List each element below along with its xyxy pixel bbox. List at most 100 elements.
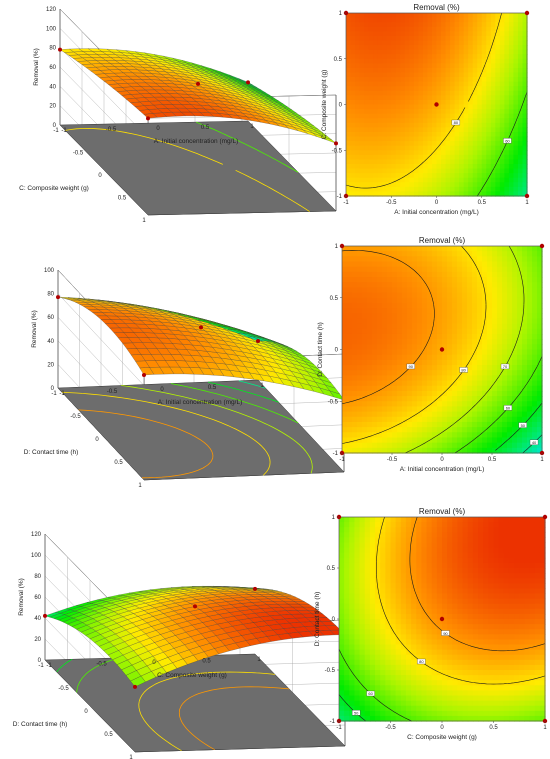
contour-label-box bbox=[366, 690, 375, 697]
z-tick-label: 20 bbox=[47, 362, 54, 368]
x-tick-label: -1 bbox=[336, 725, 342, 731]
contour-line-80 bbox=[341, 245, 487, 444]
y-axis-label: D: Contact time (h) bbox=[317, 322, 324, 377]
x-tick-label: 1 bbox=[525, 200, 529, 206]
x-tick-label: 0 bbox=[160, 387, 164, 393]
contour-label: 90 bbox=[408, 364, 413, 369]
contour-fill bbox=[342, 246, 543, 454]
y-tick-label: 1 bbox=[332, 515, 336, 521]
z-tick-label: 20 bbox=[34, 637, 41, 643]
contour-plot-4: 40 50 60 70 80 90 -1 -0.5 0 0.5 1 -1 -0.5 0 0.5 1 Remova… bbox=[317, 236, 544, 473]
design-point bbox=[246, 80, 250, 85]
design-point bbox=[334, 141, 338, 146]
floor-contour bbox=[138, 671, 275, 752]
surface-plot-1: 0 20 40 60 80 100 120 -1 -0.5 0 0.5 1 -1 -0.5 0 0.5 1 A: … bbox=[19, 7, 338, 224]
y-tick-label: -1 bbox=[38, 663, 44, 669]
y-tick-label: 1 bbox=[142, 218, 146, 224]
x-tick-label: -0.5 bbox=[107, 389, 118, 395]
floor-contour bbox=[178, 686, 290, 751]
x-tick-label: 1 bbox=[257, 657, 261, 663]
design-point bbox=[133, 684, 137, 689]
contour-label-box bbox=[406, 363, 415, 370]
contour-label: 50 bbox=[521, 423, 526, 428]
design-point bbox=[142, 372, 146, 377]
z-tick-label: 40 bbox=[34, 616, 41, 622]
z-tick-label: 40 bbox=[49, 84, 56, 90]
y-tick-label: 0.5 bbox=[327, 566, 336, 572]
x-axis-label: C: Composite weight (g) bbox=[157, 672, 227, 679]
x-tick-label: 0 bbox=[440, 725, 444, 731]
design-point bbox=[542, 514, 548, 520]
design-point bbox=[253, 586, 257, 591]
y-axis-label: D: Contact time (h) bbox=[24, 449, 79, 456]
z-axis-label: Removal (%) bbox=[18, 578, 25, 616]
contour-label-box bbox=[503, 405, 513, 411]
y-tick-label: -0.5 bbox=[328, 399, 339, 405]
x-tick-label: -0.5 bbox=[96, 662, 107, 668]
y-axis-label: D: Contact time (h) bbox=[314, 592, 321, 647]
contour-fill bbox=[339, 517, 546, 722]
x-tick-label: 1 bbox=[543, 725, 547, 731]
y-tick-label: -1 bbox=[333, 451, 339, 457]
z-tick-label: 80 bbox=[34, 574, 41, 580]
response-surface bbox=[59, 48, 337, 144]
contour-plot-6: 50 60 80 90 -1 -0.5 0 0.5 1 -1 -0.5 0 0.5 1 Removal (%… bbox=[314, 507, 547, 741]
x-axis-label: A: Initial concentration (mg/L) bbox=[400, 466, 485, 473]
design-point bbox=[439, 347, 445, 352]
y-tick-label: -1 bbox=[330, 719, 336, 725]
floor-contour bbox=[207, 381, 279, 403]
floor-contour bbox=[78, 409, 214, 479]
design-point bbox=[193, 604, 197, 609]
y-tick-label: 1 bbox=[129, 755, 133, 759]
y-tick-label: -0.5 bbox=[70, 414, 81, 420]
x-tick-label: -0.5 bbox=[387, 457, 398, 463]
chart-title: Removal (%) bbox=[413, 3, 460, 12]
design-point bbox=[146, 116, 150, 121]
chart-title: Removal (%) bbox=[419, 507, 466, 516]
design-point bbox=[439, 616, 445, 622]
contour-label-box bbox=[459, 367, 468, 373]
y-tick-label: 1 bbox=[335, 244, 339, 250]
contour-label: 80 bbox=[454, 120, 459, 125]
contour-label-box bbox=[441, 630, 450, 636]
z-tick-label: 120 bbox=[46, 7, 57, 13]
contour-label-box bbox=[500, 363, 510, 370]
chart-title: Removal (%) bbox=[419, 236, 466, 245]
floor-contour bbox=[196, 121, 299, 173]
x-axis-label: A: Initial concentration (mg/L) bbox=[154, 138, 239, 145]
x-tick-label: 1 bbox=[250, 124, 254, 130]
z-tick-label: 0 bbox=[51, 386, 55, 392]
y-tick-label: -0.5 bbox=[73, 151, 84, 157]
contour-label-box bbox=[352, 710, 361, 716]
contour-plot-2: 60 80 -1 -0.5 0 0.5 1 -1 -0.5 0 0.5 1 Removal (%) A: … bbox=[321, 3, 529, 216]
x-tick-label: -0.5 bbox=[106, 127, 117, 133]
y-tick-label: 0 bbox=[84, 709, 88, 715]
y-tick-label: -1 bbox=[337, 194, 343, 200]
contour-label: 80 bbox=[461, 368, 466, 373]
floor-contour bbox=[65, 128, 310, 212]
design-point bbox=[58, 47, 62, 52]
x-tick-label: -0.5 bbox=[385, 725, 396, 731]
contour-label-box bbox=[518, 422, 527, 428]
z-tick-label: 20 bbox=[49, 104, 56, 110]
x-tick-label: 1 bbox=[260, 383, 264, 389]
x-tick-label: -0.5 bbox=[386, 200, 397, 206]
z-axis-label: Removal (%) bbox=[31, 310, 38, 348]
z-tick-label: 60 bbox=[47, 315, 54, 321]
y-axis-label: C: Composite weight (g) bbox=[321, 70, 328, 140]
y-tick-label: 0.5 bbox=[334, 57, 343, 63]
y-tick-label: 0.5 bbox=[114, 460, 123, 466]
floor-contour bbox=[238, 380, 266, 389]
y-axis-label: D: Contact time (h) bbox=[13, 721, 68, 728]
contour-label-box bbox=[451, 119, 461, 126]
x-tick-label: 0 bbox=[435, 200, 439, 206]
y-tick-label: 0.5 bbox=[104, 732, 113, 738]
y-tick-label: 0.5 bbox=[118, 196, 127, 202]
z-tick-label: 40 bbox=[47, 339, 54, 345]
z-tick-label: 0 bbox=[53, 123, 57, 129]
y-tick-label: -1 bbox=[51, 391, 57, 397]
y-tick-label: 1 bbox=[339, 11, 343, 17]
contour-label: 90 bbox=[443, 631, 448, 636]
surface-plot-5: 0 20 40 60 80 100 120 -1 -0.5 0 0.5 1 -1 -0.5 0 0.5 1 C: … bbox=[13, 532, 347, 759]
